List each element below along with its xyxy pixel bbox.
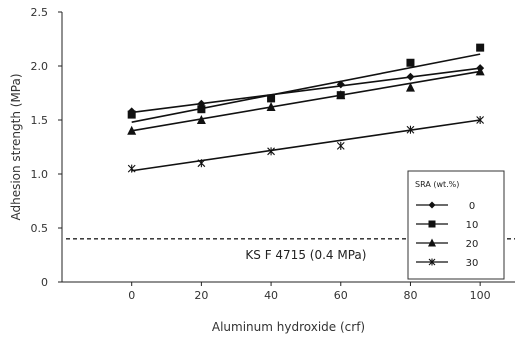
trend-lines [131,53,481,172]
data-point-triangle [266,102,276,112]
trend-line-20 [131,70,481,132]
data-point-diamond [428,201,436,209]
y-tick-label: 0 [41,276,48,289]
reference-label: KS F 4715 (0.4 MPa) [245,248,366,262]
y-tick-label: 1.0 [31,168,49,181]
legend-label: 30 [466,258,479,269]
data-point-x [336,141,345,150]
x-tick-label: 40 [264,289,278,302]
legend-box [407,170,505,280]
y-tick-label: 2.5 [31,6,49,19]
legend-item-30: 30 [416,258,478,269]
tick-labels: 00.51.01.52.02.50 20 40 60 80 100 [31,6,491,302]
x-tick-label: 80 [403,289,417,302]
data-point-x [406,125,415,134]
data-point-triangle [475,66,485,76]
trend-line-0 [131,67,481,114]
legend-label: 20 [466,239,479,250]
data-point-square [197,105,206,114]
x-tick-label: 100 [470,289,491,302]
data-point-square [476,43,485,52]
legend-label: 10 [466,220,479,231]
legend-title: SRA (wt.%) [415,180,459,189]
data-point-x [476,116,485,124]
data-point-square [406,58,415,67]
y-tick-label: 2.0 [31,60,49,73]
legend-items: 0 10 20 30 [416,201,478,269]
data-point-x [197,159,206,168]
legend-item-20: 20 [416,238,479,250]
data-point-x [127,164,136,173]
data-point-x [267,147,275,156]
legend: SRA (wt.%) 0 10 20 30 [407,170,505,280]
data-point-diamond [406,72,415,81]
data-point-triangle [196,115,206,124]
y-tick-label: 1.5 [31,114,49,127]
data-point-triangle [405,82,415,92]
x-tick-label: 60 [334,289,348,302]
data-point-triangle [428,238,436,247]
y-tick-label: 0.5 [31,222,49,235]
data-point-diamond [336,80,345,89]
legend-item-0: 0 [416,201,475,212]
data-point-triangle [336,90,346,100]
axes [61,12,515,283]
data-point-x [428,258,436,266]
x-axis-title: Aluminum hydroxide (crf) [212,320,365,334]
data-point-triangle [127,125,137,135]
x-tick-label: 20 [194,289,208,302]
x-tick-label: 0 [128,289,135,302]
data-points [127,43,485,173]
legend-label: 0 [469,201,475,212]
data-point-square [267,94,276,103]
data-point-square [428,220,436,228]
trend-line-10 [131,53,481,123]
data-point-square [127,110,136,119]
legend-item-10: 10 [416,220,478,231]
y-axis-title: Adhesion strength (MPa) [9,73,23,220]
trend-line-30 [131,119,481,172]
